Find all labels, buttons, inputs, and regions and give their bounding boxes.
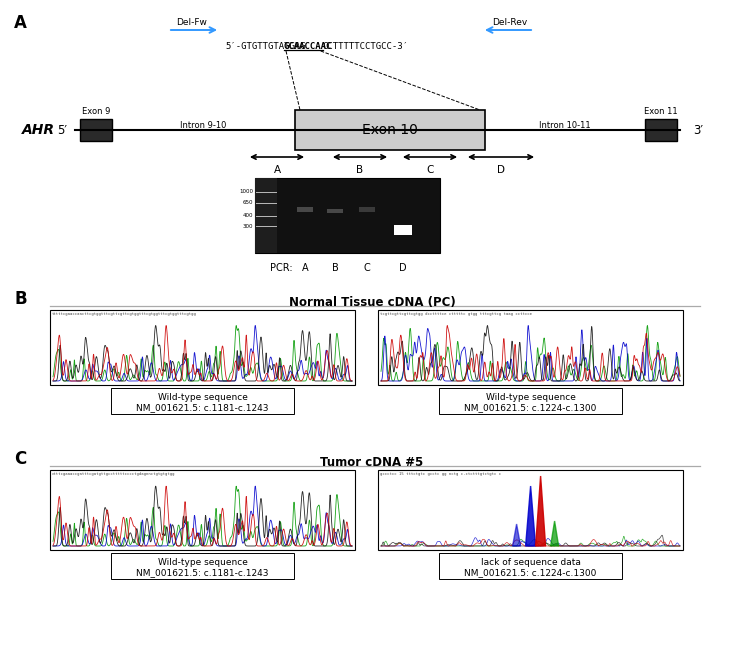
Text: NM_001621.5: c.1224-c.1300: NM_001621.5: c.1224-c.1300 xyxy=(464,403,597,412)
Text: A: A xyxy=(14,14,27,32)
Bar xyxy=(50,310,355,385)
Bar xyxy=(645,119,677,141)
Text: NM_001621.5: c.1181-c.1243: NM_001621.5: c.1181-c.1243 xyxy=(136,403,269,412)
Bar xyxy=(80,119,112,141)
Text: Intron 10-11: Intron 10-11 xyxy=(539,122,591,130)
Bar xyxy=(327,209,343,213)
Text: 5′: 5′ xyxy=(57,124,67,137)
Text: Exon 9: Exon 9 xyxy=(82,107,110,116)
Text: Del-Fw: Del-Fw xyxy=(177,18,207,27)
Text: NM_001621.5: c.1181-c.1243: NM_001621.5: c.1181-c.1243 xyxy=(136,568,269,577)
Text: CCTTTTTCCTGCC-3′: CCTTTTTCCTGCC-3′ xyxy=(323,42,409,51)
Bar xyxy=(255,178,277,253)
Text: B: B xyxy=(14,290,27,308)
Text: Tumor cDNA #5: Tumor cDNA #5 xyxy=(320,456,424,469)
Text: Exon 10: Exon 10 xyxy=(362,123,418,137)
Bar xyxy=(378,310,683,385)
Text: Exon 11: Exon 11 xyxy=(644,107,678,116)
Text: gccctcc 15 tttctgtc gcctc gg nctg c.ctctttgtctgtc c: gccctcc 15 tttctgtc gcctc gg nctg c.ctct… xyxy=(380,472,501,476)
Bar xyxy=(111,388,294,414)
Text: 300: 300 xyxy=(243,224,253,229)
Text: GCAACCAAC: GCAACCAAC xyxy=(284,42,332,51)
Bar xyxy=(359,207,375,211)
Text: B: B xyxy=(356,165,364,175)
Bar xyxy=(439,388,622,414)
Text: tcgttcgttcgttcgtgg dccttttce ctttttc gtgg tttcgttcg taag ccttcce: tcgttcgttcgttcgtgg dccttttce ctttttc gtg… xyxy=(380,312,532,316)
Text: A: A xyxy=(302,263,308,273)
Text: ctttcgaaaccgatttcgatgttgcctttttcccctgdagnnctgtgtgtgg: ctttcgaaaccgatttcgatgttgcctttttcccctgdag… xyxy=(52,472,176,476)
Text: D: D xyxy=(497,165,505,175)
Text: Intron 9-10: Intron 9-10 xyxy=(180,122,226,130)
Text: Wild-type sequence: Wild-type sequence xyxy=(157,558,247,567)
Text: C: C xyxy=(364,263,370,273)
Bar xyxy=(50,470,355,550)
Polygon shape xyxy=(551,521,559,546)
Text: C: C xyxy=(426,165,434,175)
Bar xyxy=(394,224,412,235)
Text: 3′: 3′ xyxy=(693,124,703,137)
Text: 650: 650 xyxy=(243,200,253,205)
Text: Normal Tissue cDNA (PC): Normal Tissue cDNA (PC) xyxy=(288,296,455,309)
Bar xyxy=(295,110,485,150)
Polygon shape xyxy=(513,524,521,546)
Text: Del-Rev: Del-Rev xyxy=(492,18,527,27)
Text: B: B xyxy=(332,263,338,273)
Text: 400: 400 xyxy=(243,213,253,218)
Bar xyxy=(255,178,440,253)
Text: Wild-type sequence: Wild-type sequence xyxy=(157,393,247,402)
Bar xyxy=(111,553,294,579)
Text: lack of sequence data: lack of sequence data xyxy=(481,558,580,567)
Bar xyxy=(378,470,683,550)
Text: 5′-GTGTTGTATGAG: 5′-GTGTTGTATGAG xyxy=(225,42,305,51)
Bar xyxy=(439,553,622,579)
Polygon shape xyxy=(526,486,536,546)
Text: PCR:: PCR: xyxy=(270,263,293,273)
Text: A: A xyxy=(273,165,281,175)
Bar xyxy=(297,207,313,211)
Polygon shape xyxy=(536,476,545,546)
Text: 1000: 1000 xyxy=(239,189,253,194)
Text: AHR: AHR xyxy=(22,123,55,137)
Text: D: D xyxy=(399,263,407,273)
Text: C: C xyxy=(14,450,26,468)
Text: tttttcgaaccaacttcgtggtttcgttcgttcgtggtttcgtggtttcgtggtttcgtgg: tttttcgaaccaacttcgtggtttcgttcgttcgtggttt… xyxy=(52,312,197,316)
Text: Wild-type sequence: Wild-type sequence xyxy=(486,393,575,402)
Text: NM_001621.5: c.1224-c.1300: NM_001621.5: c.1224-c.1300 xyxy=(464,568,597,577)
